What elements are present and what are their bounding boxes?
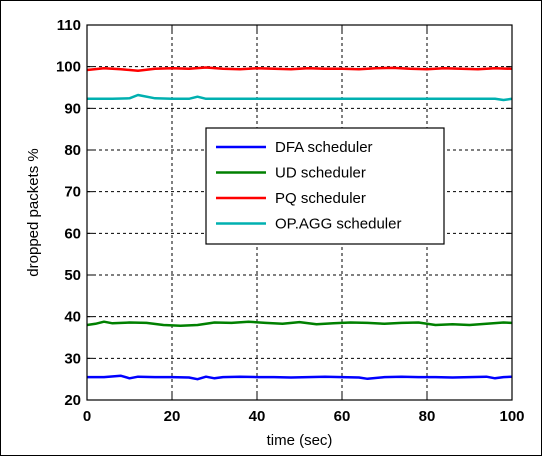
x-tick-label: 100 [499,408,524,425]
y-axis-label: dropped packets % [25,148,42,276]
x-tick-label: 80 [419,408,436,425]
y-tick-label: 70 [64,184,81,201]
legend-label-3: PQ scheduler [275,190,366,207]
legend: DFA scheduler UD scheduler PQ scheduler OP.… [205,127,445,245]
x-axis-label: time (sec) [267,432,333,449]
series-line-1 [87,374,513,381]
y-tick-label: 40 [64,309,81,326]
x-tick-label: 0 [83,408,91,425]
series-line-2 [86,320,513,328]
plot-border [86,24,513,401]
y-tick-label: 20 [64,392,81,409]
x-tick-label: 40 [249,408,266,425]
y-tick-label: 80 [64,142,81,159]
series-line-3 [86,66,513,73]
y-tick-label: 90 [64,100,81,117]
series-group [86,66,513,381]
y-tick-label: 110 [57,17,81,34]
y-tick-label: 100 [56,59,81,76]
y-tick-label: 50 [64,267,81,284]
x-tick-label: 20 [164,408,181,425]
legend-label-2: UD scheduler [275,165,366,182]
legend-label-4: OP.AGG scheduler [275,216,401,233]
legend-label-1: DFA scheduler [275,139,373,156]
y-tick-label: 60 [64,225,81,242]
x-tick-label: 60 [334,408,351,425]
series-line-4 [87,93,513,102]
y-tick-label: 30 [64,350,81,367]
